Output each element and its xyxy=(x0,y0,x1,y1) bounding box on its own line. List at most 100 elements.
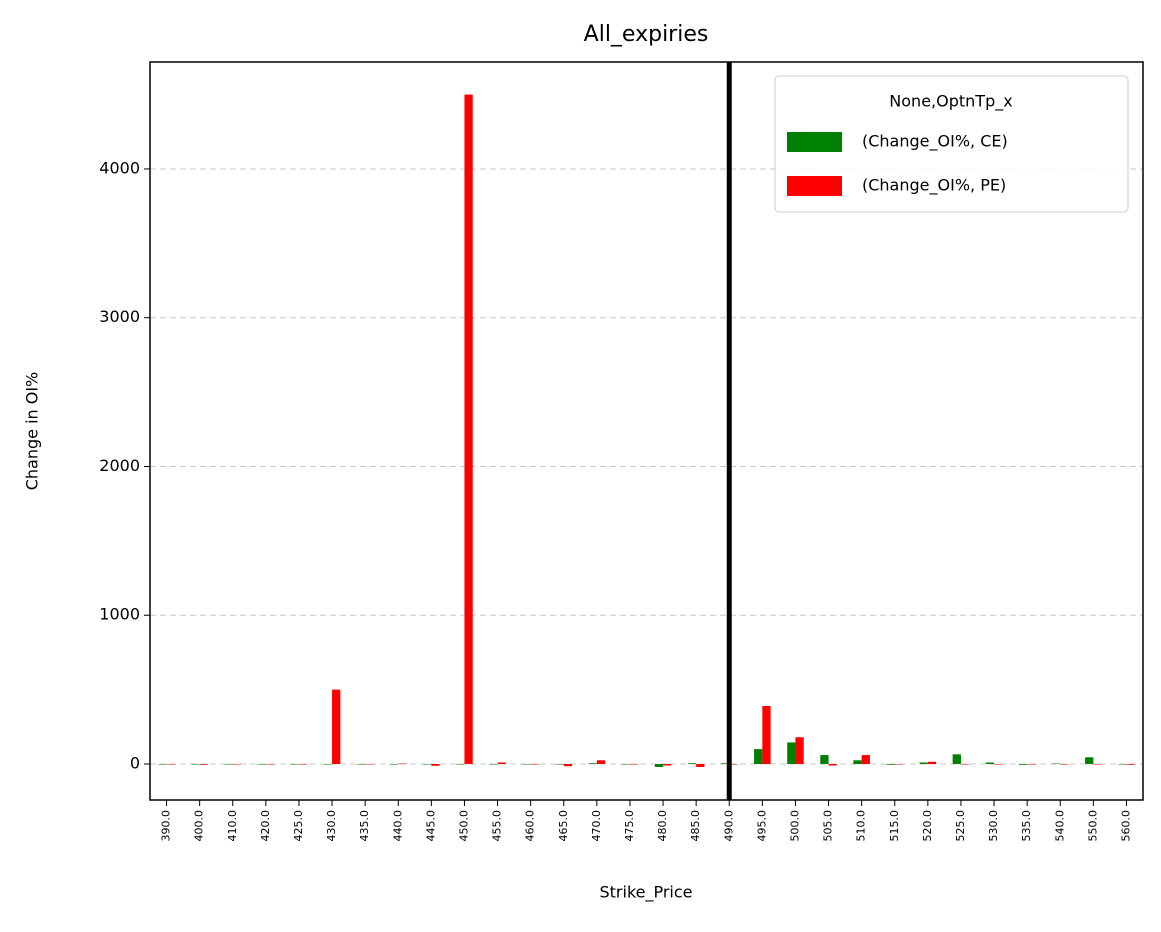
bar xyxy=(886,764,895,765)
legend-swatch xyxy=(787,176,842,196)
bar xyxy=(365,764,374,765)
y-tick-label: 0 xyxy=(130,754,140,773)
y-tick-label: 2000 xyxy=(99,456,140,475)
legend-label: (Change_OI%, PE) xyxy=(862,176,1006,196)
bar xyxy=(265,764,275,765)
x-tick-label: 450.0 xyxy=(457,810,470,842)
x-tick-label: 540.0 xyxy=(1053,810,1066,842)
bar xyxy=(820,755,829,764)
x-tick-label: 530.0 xyxy=(987,810,1000,842)
bar xyxy=(522,764,531,765)
plot-frame xyxy=(149,61,1144,801)
y-tick-label: 4000 xyxy=(99,158,140,177)
x-tick-label: 520.0 xyxy=(921,810,934,842)
x-tick-label: 485.0 xyxy=(689,810,702,842)
x-tick-label: 515.0 xyxy=(888,810,901,842)
bar xyxy=(919,762,928,764)
bar xyxy=(257,764,266,765)
bar xyxy=(464,94,473,765)
bar xyxy=(960,764,970,765)
bar xyxy=(1018,764,1028,765)
bar xyxy=(563,764,573,767)
x-tick-label: 560.0 xyxy=(1119,810,1132,842)
x-tick-label: 410.0 xyxy=(226,810,239,842)
bar xyxy=(828,764,837,766)
bar xyxy=(166,764,175,765)
bar xyxy=(952,754,961,764)
legend-label: (Change_OI%, CE) xyxy=(862,132,1008,152)
x-tick-label: 510.0 xyxy=(855,810,868,842)
bar xyxy=(985,762,995,764)
x-tick-label: 470.0 xyxy=(590,810,603,842)
x-tick-label: 465.0 xyxy=(557,810,570,842)
x-tick-label: 420.0 xyxy=(259,810,272,842)
bar xyxy=(398,763,407,765)
bar xyxy=(224,764,233,765)
x-tick-label: 535.0 xyxy=(1020,810,1033,842)
chart-title: All_expiries xyxy=(584,22,709,47)
legend-swatch xyxy=(787,132,842,152)
x-tick-label: 440.0 xyxy=(391,810,404,842)
x-tick-label: 455.0 xyxy=(491,810,504,842)
bar xyxy=(994,764,1003,765)
x-tick-label: 400.0 xyxy=(193,810,206,842)
x-tick-label: 390.0 xyxy=(160,810,173,842)
bar xyxy=(720,763,730,764)
x-tick-label: 480.0 xyxy=(656,810,669,842)
bar xyxy=(298,764,308,765)
bar xyxy=(696,764,705,767)
bar xyxy=(332,689,341,764)
legend: None,OptnTp_x (Change_OI%, CE) (Change_OI%… xyxy=(774,75,1129,213)
bar xyxy=(754,749,763,764)
x-tick-label: 550.0 xyxy=(1086,810,1099,842)
bar xyxy=(199,764,208,765)
bar xyxy=(787,742,796,764)
bar xyxy=(555,764,564,765)
bar xyxy=(356,764,366,765)
bar xyxy=(431,764,440,766)
bar xyxy=(762,705,771,764)
bar xyxy=(861,755,870,764)
bar xyxy=(654,764,664,767)
bar xyxy=(1085,757,1094,764)
y-axis-label: Change in OI% xyxy=(23,372,42,491)
bar xyxy=(588,763,597,764)
legend-box xyxy=(774,75,1129,213)
bar xyxy=(629,764,639,765)
x-tick-label: 505.0 xyxy=(822,810,835,842)
bar xyxy=(456,764,465,765)
bar xyxy=(191,764,200,765)
bar xyxy=(853,760,862,764)
bar xyxy=(687,763,697,764)
bar xyxy=(1118,764,1127,765)
bar xyxy=(489,764,498,765)
x-axis-label: Strike_Price xyxy=(599,883,692,903)
x-tick-label: 490.0 xyxy=(722,810,735,842)
bar xyxy=(596,760,606,764)
y-tick-label: 3000 xyxy=(99,307,140,326)
bar xyxy=(1027,764,1036,765)
bar xyxy=(389,764,399,765)
bar xyxy=(927,761,937,764)
bar xyxy=(1060,764,1069,765)
bar xyxy=(1093,764,1102,765)
bar xyxy=(232,764,242,765)
bar xyxy=(497,762,506,764)
legend-title: None,OptnTp_x xyxy=(889,92,1012,112)
bar xyxy=(621,764,630,765)
bar xyxy=(530,764,539,765)
x-tick-label: 445.0 xyxy=(424,810,437,842)
bar xyxy=(323,764,333,765)
x-tick-label: 525.0 xyxy=(954,810,967,842)
bar xyxy=(158,764,167,765)
bar xyxy=(1126,764,1135,765)
bar xyxy=(423,764,432,765)
bar xyxy=(795,737,804,764)
y-tick-label: 1000 xyxy=(99,605,140,624)
x-tick-label: 425.0 xyxy=(292,810,305,842)
x-tick-label: 435.0 xyxy=(358,810,371,842)
x-tick-label: 460.0 xyxy=(524,810,537,842)
bar xyxy=(1051,763,1061,765)
bar xyxy=(290,764,299,765)
